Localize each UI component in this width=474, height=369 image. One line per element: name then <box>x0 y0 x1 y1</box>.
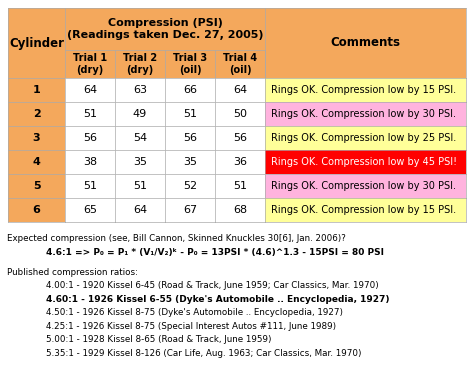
Text: 5.35:1 - 1929 Kissel 8-126 (Car Life, Aug. 1963; Car Classics, Mar. 1970): 5.35:1 - 1929 Kissel 8-126 (Car Life, Au… <box>46 349 361 358</box>
Text: 66: 66 <box>183 85 197 95</box>
Text: 56: 56 <box>183 133 197 143</box>
Text: 51: 51 <box>83 181 97 191</box>
Text: 51: 51 <box>133 181 147 191</box>
Text: 67: 67 <box>183 205 197 215</box>
Text: Trial 4
(oil): Trial 4 (oil) <box>223 53 257 75</box>
Text: 38: 38 <box>83 157 97 167</box>
Text: 68: 68 <box>233 205 247 215</box>
Text: Rings OK. Compression low by 15 PSI.: Rings OK. Compression low by 15 PSI. <box>271 205 456 215</box>
Text: 52: 52 <box>183 181 197 191</box>
Text: Expected compression (see, Bill Cannon, Skinned Knuckles 30[6], Jan. 2006)?: Expected compression (see, Bill Cannon, … <box>7 234 346 243</box>
Text: 5.00:1 - 1928 Kissel 8-65 (Road & Track, June 1959): 5.00:1 - 1928 Kissel 8-65 (Road & Track,… <box>46 335 271 344</box>
Text: Comments: Comments <box>330 37 401 49</box>
Text: 4: 4 <box>33 157 40 167</box>
Text: 36: 36 <box>233 157 247 167</box>
Text: 65: 65 <box>83 205 97 215</box>
Text: Rings OK. Compression low by 30 PSI.: Rings OK. Compression low by 30 PSI. <box>271 109 456 119</box>
Text: 56: 56 <box>233 133 247 143</box>
Text: 1: 1 <box>33 85 40 95</box>
Text: Trial 1
(dry): Trial 1 (dry) <box>73 53 107 75</box>
Text: Rings OK. Compression low by 25 PSI.: Rings OK. Compression low by 25 PSI. <box>271 133 456 143</box>
Text: Rings OK. Compression low by 30 PSI.: Rings OK. Compression low by 30 PSI. <box>271 181 456 191</box>
Text: 56: 56 <box>83 133 97 143</box>
Text: 50: 50 <box>233 109 247 119</box>
Text: 51: 51 <box>183 109 197 119</box>
Text: 35: 35 <box>133 157 147 167</box>
Text: 35: 35 <box>183 157 197 167</box>
Text: 2: 2 <box>33 109 40 119</box>
Text: Rings OK. Compression low by 15 PSI.: Rings OK. Compression low by 15 PSI. <box>271 85 456 95</box>
Text: Compression (PSI)
(Readings taken Dec. 27, 2005): Compression (PSI) (Readings taken Dec. 2… <box>67 18 263 40</box>
Text: 64: 64 <box>133 205 147 215</box>
Text: Trial 3
(oil): Trial 3 (oil) <box>173 53 207 75</box>
Text: 51: 51 <box>233 181 247 191</box>
Text: 4.00:1 - 1920 Kissel 6-45 (Road & Track, June 1959; Car Classics, Mar. 1970): 4.00:1 - 1920 Kissel 6-45 (Road & Track,… <box>46 281 378 290</box>
Text: 64: 64 <box>83 85 97 95</box>
Text: 6: 6 <box>33 205 40 215</box>
Text: 4.25:1 - 1926 Kissel 8-75 (Special Interest Autos #111, June 1989): 4.25:1 - 1926 Kissel 8-75 (Special Inter… <box>46 322 336 331</box>
Text: 63: 63 <box>133 85 147 95</box>
Text: 51: 51 <box>83 109 97 119</box>
Text: Cylinder: Cylinder <box>9 37 64 49</box>
Text: 3: 3 <box>33 133 40 143</box>
Text: 4.6:1 => P₀ = P₁ * (V₁/V₂)ᵏ - P₀ = 13PSI * (4.6)^1.3 - 15PSI = 80 PSI: 4.6:1 => P₀ = P₁ * (V₁/V₂)ᵏ - P₀ = 13PSI… <box>46 248 384 256</box>
Text: 5: 5 <box>33 181 40 191</box>
Text: 4.50:1 - 1926 Kissel 8-75 (Dyke's Automobile .. Encyclopedia, 1927): 4.50:1 - 1926 Kissel 8-75 (Dyke's Automo… <box>46 308 343 317</box>
Text: Trial 2
(dry): Trial 2 (dry) <box>123 53 157 75</box>
Text: 49: 49 <box>133 109 147 119</box>
Text: 64: 64 <box>233 85 247 95</box>
Text: Rings OK. Compression low by 45 PSI!: Rings OK. Compression low by 45 PSI! <box>271 157 457 167</box>
Text: 54: 54 <box>133 133 147 143</box>
Text: 4.60:1 - 1926 Kissel 6-55 (Dyke's Automobile .. Encyclopedia, 1927): 4.60:1 - 1926 Kissel 6-55 (Dyke's Automo… <box>46 295 389 304</box>
Text: Published compression ratios:: Published compression ratios: <box>7 268 138 277</box>
